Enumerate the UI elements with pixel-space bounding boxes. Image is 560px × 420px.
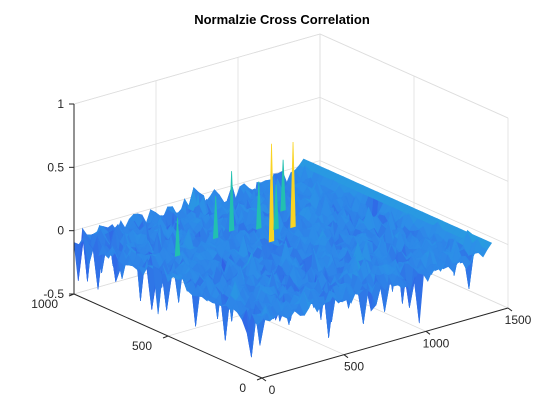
x-tick-label: 1000: [423, 336, 450, 350]
x-tick: [261, 377, 267, 382]
y-tick: [256, 377, 263, 381]
x-tick-label: 0: [269, 383, 276, 397]
x-tick: [507, 307, 513, 312]
z-tick-label: 1: [57, 97, 64, 111]
surface-peak: [290, 142, 296, 229]
x-tick: [343, 354, 349, 359]
x-tick-label: 500: [344, 360, 364, 374]
box-edge: [73, 33, 321, 105]
surface-layer: [73, 142, 493, 358]
chart-title: Normalzie Cross Correlation: [194, 12, 370, 27]
surface-peak: [268, 143, 275, 243]
z-tick-label: 0.5: [47, 160, 64, 174]
z-tick-label: 0: [57, 224, 64, 238]
side-wall-grid-z: [319, 160, 509, 246]
x-tick-label: 1500: [505, 313, 532, 327]
x-tick: [425, 330, 431, 335]
y-tick-label: 0: [239, 381, 246, 395]
side-wall-grid-z: [319, 96, 509, 182]
y-tick: [162, 335, 169, 339]
surface-peak: [228, 171, 235, 232]
surface-peak: [212, 196, 219, 240]
surface-peak: [174, 217, 181, 257]
surface-peak: [273, 184, 279, 231]
z-tick-label: -0.5: [43, 287, 64, 301]
y-tick-label: 500: [132, 339, 152, 353]
back-wall-grid-z: [73, 96, 321, 168]
surface-patch: [481, 240, 493, 250]
x-axis-line: [261, 307, 509, 379]
surface-peak: [256, 181, 262, 230]
y-tick-label: 1000: [31, 297, 58, 311]
box-edge: [319, 33, 509, 119]
surface-peak: [280, 159, 286, 212]
surface-patch: [414, 272, 424, 324]
